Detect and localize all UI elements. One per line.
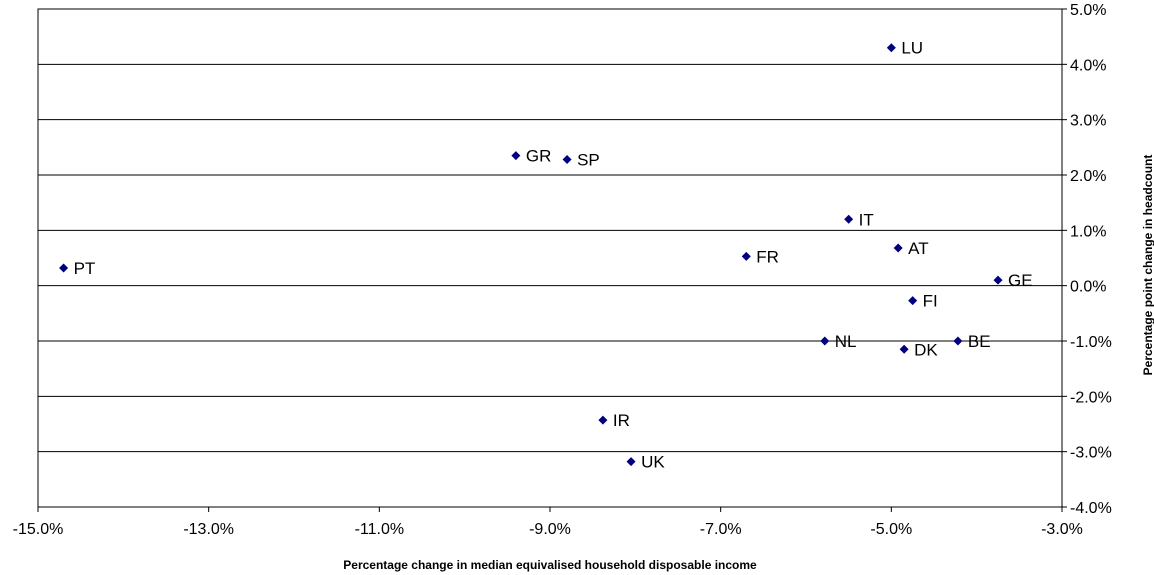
x-tick-label: -11.0% (355, 521, 405, 538)
data-point-ir: IR (598, 411, 630, 430)
point-label: GR (526, 147, 552, 166)
point-label: IR (613, 411, 630, 430)
diamond-marker (886, 43, 896, 53)
diamond-marker (993, 275, 1003, 285)
y-tick-label: 2.0% (1070, 168, 1106, 185)
diamond-marker (908, 296, 918, 306)
data-point-uk: UK (626, 453, 665, 472)
data-point-pt: PT (59, 259, 95, 278)
x-tick-label: -5.0% (870, 521, 912, 538)
data-point-be: BE (953, 332, 991, 351)
y-tick-label: -4.0% (1070, 500, 1112, 517)
point-label: SP (577, 151, 600, 170)
data-point-fr: FR (741, 247, 779, 266)
data-point-fi: FI (908, 292, 938, 311)
diamond-marker (741, 251, 751, 261)
data-point-ge: GE (993, 271, 1033, 290)
data-point-nl: NL (820, 332, 857, 351)
point-label: LU (901, 39, 923, 58)
diamond-marker (562, 155, 572, 165)
diamond-marker (59, 263, 69, 273)
point-label: GE (1008, 271, 1033, 290)
data-points: LU GR SP IT AT FR PT GE FI NL BE DK IR UK (59, 39, 1033, 472)
diamond-marker (598, 415, 608, 425)
point-label: BE (968, 332, 991, 351)
point-label: NL (835, 332, 857, 351)
diamond-marker (626, 457, 636, 467)
x-tick-label: -9.0% (529, 521, 571, 538)
point-label: AT (908, 239, 928, 258)
x-axis-title: Percentage change in median equivalised … (343, 558, 757, 572)
data-point-sp: SP (562, 151, 600, 170)
data-point-lu: LU (886, 39, 923, 58)
y-tick-label: 1.0% (1070, 223, 1106, 240)
point-label: FR (756, 247, 779, 266)
x-axis-ticks: -15.0% -13.0% -11.0% -9.0% -7.0% -5.0% -3.0% (13, 507, 1083, 538)
point-label: DK (914, 340, 938, 359)
y-tick-label: 0.0% (1070, 279, 1106, 296)
y-tick-label: 4.0% (1070, 57, 1106, 74)
point-label: PT (74, 259, 96, 278)
diamond-marker (820, 336, 830, 346)
y-tick-label: -1.0% (1070, 334, 1112, 351)
diamond-marker (893, 243, 903, 253)
x-tick-label: -3.0% (1041, 521, 1083, 538)
y-tick-label: 3.0% (1070, 113, 1106, 130)
y-axis-title: Percentage point change in headcount (1141, 155, 1154, 376)
x-tick-label: -13.0% (183, 521, 234, 538)
gridlines (38, 63, 1062, 453)
diamond-marker (511, 151, 521, 161)
y-axis-ticks: 5.0% 4.0% 3.0% 2.0% 1.0% 0.0% -1.0% -2.0% -3.0% -… (1062, 2, 1112, 517)
y-tick-label: -2.0% (1070, 389, 1112, 406)
diamond-marker (953, 336, 963, 346)
x-tick-label: -15.0% (13, 521, 64, 538)
diamond-marker (844, 214, 854, 224)
diamond-marker (899, 344, 909, 354)
point-label: FI (923, 292, 938, 311)
point-label: IT (859, 210, 874, 229)
data-point-it: IT (844, 210, 874, 229)
x-tick-label: -7.0% (700, 521, 742, 538)
point-label: UK (641, 453, 665, 472)
data-point-gr: GR (511, 147, 551, 166)
y-tick-label: 5.0% (1070, 2, 1106, 19)
data-point-at: AT (893, 239, 929, 258)
data-point-dk: DK (899, 340, 938, 359)
y-tick-label: -3.0% (1070, 445, 1112, 462)
